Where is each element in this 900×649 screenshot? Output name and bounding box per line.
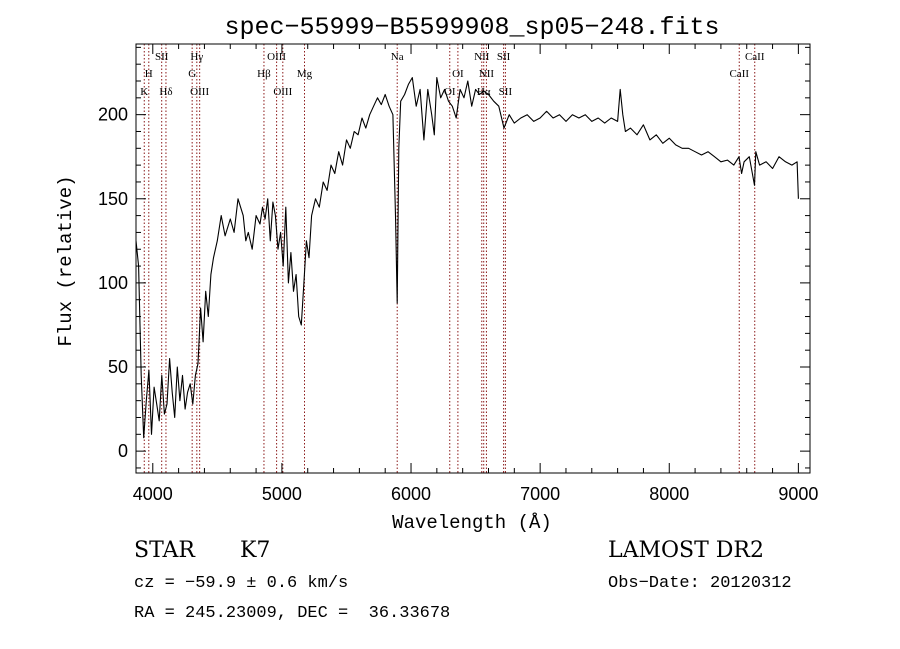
x-axis-label: Wavelength (Å) [392,512,552,534]
line-label: Na [391,51,404,63]
line-label: Hβ [257,68,271,80]
spectrum-series [135,77,799,439]
spectral-line-markers [143,44,756,473]
line-label: Hδ [159,86,172,98]
line-label: G [188,68,196,80]
line-label: SII [497,51,511,63]
line-label: SII [155,51,169,63]
x-tick-label: 6000 [391,484,431,504]
plot-frame [135,43,811,474]
redshift-velocity: cz = −59.9 ± 0.6 km/s [134,574,349,593]
line-label: CaII [729,68,749,80]
line-label: OIII [190,86,209,98]
y-tick-label: 0 [118,441,128,461]
chart-title: spec−55999−B5599908_sp05−248.fits [224,13,719,42]
line-label: CaII [745,51,765,63]
line-label: OI [452,68,464,80]
line-label: NII [474,51,490,63]
line-label: OIII [267,51,286,63]
object-class: STAR [134,538,195,563]
y-tick-label: 100 [98,273,128,293]
line-label: Mg [297,68,313,80]
observation-date: Obs−Date: 20120312 [608,574,792,593]
survey-name: LAMOST DR2 [608,538,764,563]
line-label: Hγ [190,51,203,63]
y-tick-label: 50 [108,357,128,377]
y-tick-label: 200 [98,105,128,125]
line-label: H [145,68,153,80]
line-label: K [140,86,148,98]
plot-axes [135,43,811,474]
x-tick-label: 4000 [133,484,173,504]
line-label: OI [444,86,456,98]
line-label: OIII [273,86,292,98]
x-tick-label: 5000 [262,484,302,504]
x-tick-label: 8000 [649,484,689,504]
y-axis-label: Flux (relative) [55,175,77,346]
y-tick-label: 150 [98,189,128,209]
axis-ticks: 4000 5000 6000 7000 8000 9000 0 50 100 150 200 [98,44,818,504]
object-subclass: K7 [240,538,271,563]
coordinates: RA = 245.23009, DEC = 36.33678 [134,604,451,623]
spectrum-line [135,77,799,439]
line-label: Hα [477,86,491,98]
line-label: NII [479,68,495,80]
x-tick-label: 9000 [778,484,818,504]
line-label: SII [499,86,513,98]
x-tick-label: 7000 [520,484,560,504]
